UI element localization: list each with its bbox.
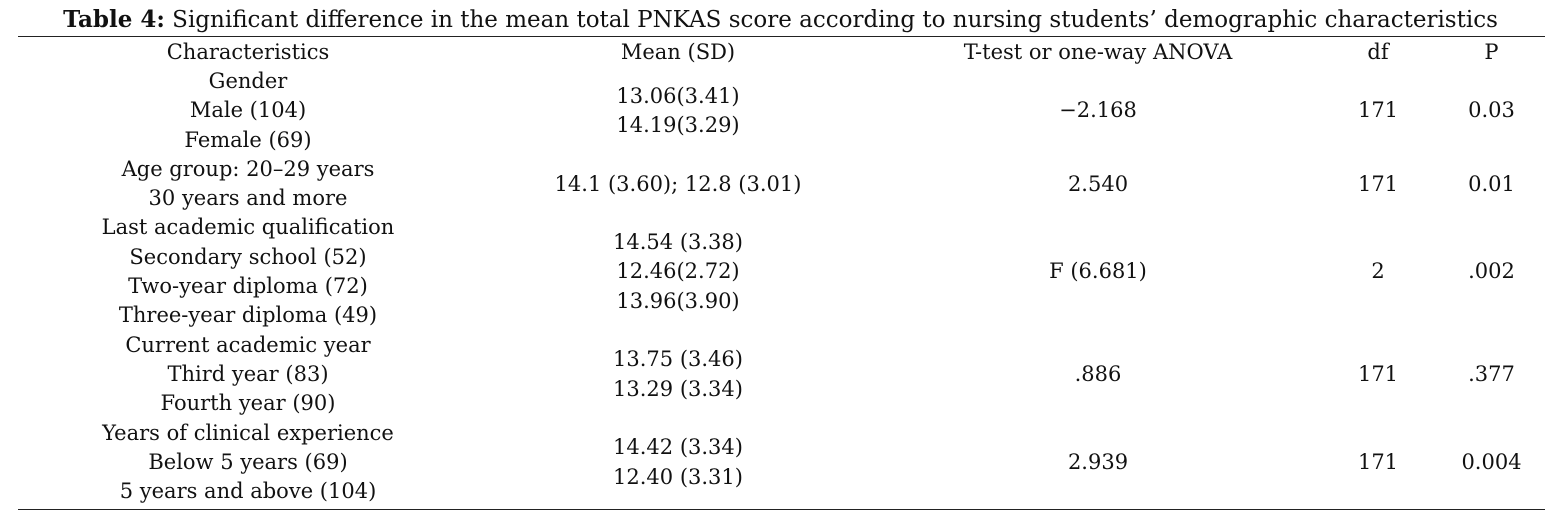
- cell-characteristics: Age group: 20–29 years 30 years and more: [18, 155, 478, 214]
- cell-df: 2: [1371, 259, 1385, 284]
- characteristic-subgroup-label: Fourth year (90): [160, 391, 336, 416]
- characteristic-group-label: Last academic qualification: [101, 215, 395, 240]
- header-p: P: [1484, 40, 1499, 64]
- mean-sd-value: 12.46(2.72): [616, 259, 740, 284]
- mean-sd-value: 14.19(3.29): [616, 112, 740, 137]
- mean-sd-value: 13.06(3.41): [616, 83, 740, 108]
- characteristic-subgroup-label: Male (104): [189, 98, 307, 123]
- mean-sd-value: 13.75 (3.46): [613, 347, 743, 372]
- cell-mean-sd: 14.1 (3.60); 12.8 (3.01): [478, 170, 878, 199]
- cell-mean-sd: 14.42 (3.34) 12.40 (3.31): [478, 433, 878, 492]
- table-row: Current academic year Third year (83) Four…: [18, 331, 1545, 419]
- cell-test-statistic: .886: [1074, 361, 1122, 386]
- characteristic-subgroup-label: Secondary school (52): [129, 244, 367, 269]
- table-title: Significant difference in the mean total…: [164, 7, 1498, 33]
- table-header-row: Characteristics Mean (SD) T-test or one-…: [18, 37, 1545, 67]
- characteristic-subgroup-label: 30 years and more: [148, 186, 348, 211]
- characteristic-subgroup-label: Below 5 years (69): [148, 449, 348, 474]
- cell-mean-sd: 14.54 (3.38) 12.46(2.72) 13.96(3.90): [478, 228, 878, 316]
- characteristic-subgroup-label: Third year (83): [167, 361, 329, 386]
- cell-mean-sd: 13.06(3.41) 14.19(3.29): [478, 82, 878, 141]
- cell-characteristics: Gender Male (104) Female (69): [18, 67, 478, 155]
- mean-sd-value: 13.29 (3.34): [613, 376, 743, 401]
- table-caption: Table 4: Significant difference in the m…: [0, 5, 1561, 35]
- cell-df: 171: [1357, 171, 1399, 196]
- mean-sd-value: 14.1 (3.60); 12.8 (3.01): [554, 171, 802, 196]
- mean-sd-value: 13.96(3.90): [616, 288, 740, 313]
- header-characteristics: Characteristics: [166, 40, 330, 64]
- cell-mean-sd: 13.75 (3.46) 13.29 (3.34): [478, 345, 878, 404]
- characteristic-group-label: Years of clinical experience: [102, 420, 394, 445]
- characteristic-group-label: Gender: [208, 69, 288, 93]
- table-row: Gender Male (104) Female (69) 13.06(3.41) 14…: [18, 67, 1545, 155]
- top-rule: [18, 36, 1545, 37]
- cell-df: 171: [1357, 449, 1399, 474]
- mean-sd-value: 12.40 (3.31): [613, 464, 743, 489]
- characteristic-group-label: Age group: 20–29 years: [121, 156, 375, 181]
- cell-p-value: .002: [1468, 259, 1515, 284]
- characteristic-subgroup-label: Female (69): [184, 127, 312, 152]
- cell-p-value: 0.01: [1468, 171, 1515, 196]
- header-mean-sd: Mean (SD): [620, 40, 736, 64]
- cell-p-value: .377: [1468, 361, 1515, 386]
- cell-test-statistic: 2.540: [1067, 171, 1129, 196]
- cell-characteristics: Last academic qualification Secondary sch…: [18, 213, 478, 330]
- cell-test-statistic: F (6.681): [1049, 259, 1147, 284]
- cell-characteristics: Years of clinical experience Below 5 year…: [18, 419, 478, 507]
- table-row: Last academic qualification Secondary sch…: [18, 213, 1545, 330]
- cell-p-value: 0.004: [1461, 449, 1522, 474]
- mean-sd-value: 14.54 (3.38): [613, 230, 743, 255]
- cell-test-statistic: 2.939: [1067, 449, 1129, 474]
- table-row: Age group: 20–29 years 30 years and more 1…: [18, 155, 1545, 214]
- table-label: Table 4:: [63, 6, 165, 33]
- header-test: T-test or one-way ANOVA: [963, 40, 1233, 64]
- cell-test-statistic: −2.168: [1059, 98, 1137, 123]
- table-row: Years of clinical experience Below 5 year…: [18, 419, 1545, 507]
- cell-df: 171: [1357, 361, 1399, 386]
- cell-characteristics: Current academic year Third year (83) Four…: [18, 331, 478, 419]
- table-body: Gender Male (104) Female (69) 13.06(3.41) 14…: [18, 67, 1545, 506]
- characteristic-subgroup-label: 5 years and above (104): [119, 479, 377, 504]
- mean-sd-value: 14.42 (3.34): [613, 435, 743, 460]
- results-table: Characteristics Mean (SD) T-test or one-…: [18, 37, 1545, 506]
- characteristic-group-label: Current academic year: [125, 332, 371, 357]
- characteristic-subgroup-label: Two-year diploma (72): [128, 274, 368, 299]
- cell-p-value: 0.03: [1468, 98, 1515, 123]
- cell-df: 171: [1357, 98, 1399, 123]
- header-df: df: [1367, 40, 1389, 64]
- characteristic-subgroup-label: Three-year diploma (49): [118, 303, 378, 328]
- bottom-rule: [18, 509, 1545, 510]
